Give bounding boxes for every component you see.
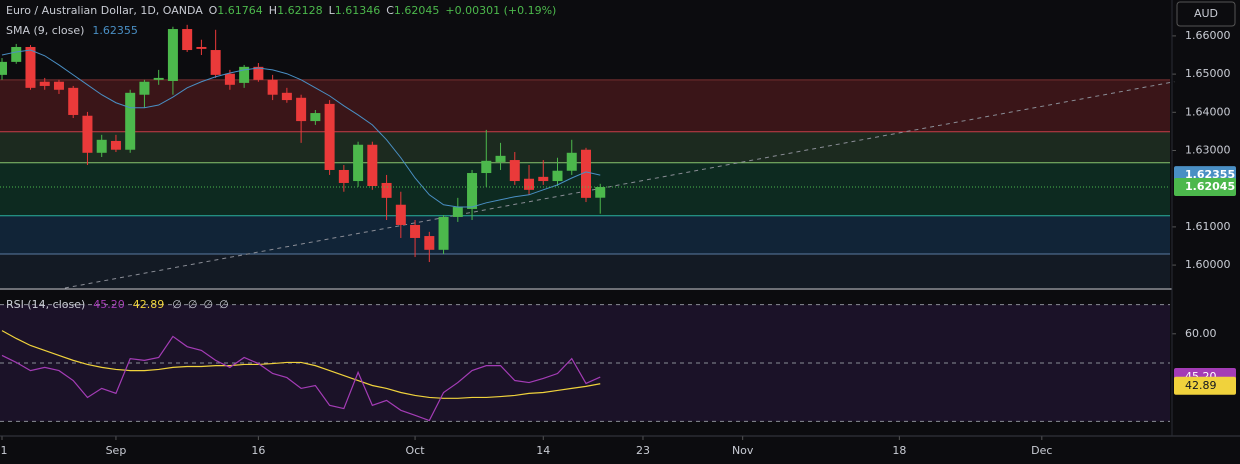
candle-body: [367, 144, 378, 187]
currency: AUD: [1194, 7, 1218, 20]
x-tick-label: 16: [251, 444, 265, 457]
candle-body: [68, 87, 79, 115]
candle-body: [481, 160, 492, 174]
candle-body: [310, 113, 321, 122]
candle-body: [267, 79, 278, 95]
ohlc-key: H: [269, 4, 277, 17]
candle-body: [509, 160, 520, 182]
plot-layer: 1.66000 1.65000 1.64000 1.63000 1.61000 1.600…: [0, 24, 1236, 457]
x-tick-label: Nov: [732, 444, 754, 457]
y-tick-label: 1.66000: [1185, 29, 1231, 42]
candle-body: [82, 115, 93, 153]
level-band: [0, 254, 1170, 288]
na-value: ∅: [203, 298, 213, 311]
x-tick-label: 23: [636, 444, 650, 457]
sma-line: [1, 49, 601, 208]
candle-body: [438, 216, 449, 250]
candle-body: [139, 81, 150, 95]
level-band: [0, 215, 1170, 255]
candle-body: [296, 97, 307, 122]
candle-body: [167, 29, 178, 81]
y-tick-label: 60.00: [1185, 327, 1217, 340]
candle-body: [39, 81, 50, 86]
x-tick-label: 1: [1, 444, 8, 457]
y-tick-label: 1.60000: [1185, 258, 1231, 271]
rsi-line: [1, 335, 601, 422]
candle-body: [253, 66, 264, 80]
candle-body: [595, 186, 606, 198]
x-tick-label: Dec: [1031, 444, 1052, 457]
candle-body: [11, 46, 22, 62]
candle-body: [381, 182, 392, 198]
ohlc-key: O: [209, 4, 218, 17]
x-tick-label: 18: [892, 444, 906, 457]
candle-body: [96, 139, 107, 153]
candle-body: [467, 173, 478, 209]
na-value: ∅: [172, 298, 182, 311]
candle-body: [395, 204, 406, 225]
candle-body: [210, 50, 221, 75]
candle-body: [0, 61, 7, 75]
sma-badge-label: 1.62355: [1185, 168, 1235, 181]
candle-body: [224, 73, 235, 85]
ohlc-value: 1.61764: [217, 4, 263, 17]
sma-value: 1.62355: [92, 24, 138, 37]
rsi-ma-value: 42.89: [133, 298, 165, 311]
ohlc-key: C: [386, 4, 394, 17]
candle-body: [25, 46, 36, 88]
candle-body: [182, 29, 193, 51]
candle-body: [353, 144, 364, 182]
candle-body: [524, 178, 535, 190]
candle-body: [338, 169, 349, 183]
candle-body: [552, 170, 563, 182]
na-value: ∅: [188, 298, 198, 311]
currency-box[interactable]: [1176, 1, 1236, 27]
candle-body: [324, 103, 335, 170]
y-tick-label: 1.61000: [1185, 220, 1231, 233]
rsi-line: [1, 330, 601, 399]
candle-body: [153, 77, 164, 80]
rsi-legend: RSI (14, close) 45.20 42.89 ∅ ∅ ∅ ∅: [6, 298, 229, 311]
x-tick-label: Sep: [106, 444, 127, 457]
ohlc-value: 1.62045: [394, 4, 440, 17]
ohlc-key: L: [329, 4, 336, 17]
na-value: ∅: [219, 298, 229, 311]
candle-body: [125, 92, 136, 150]
sma-legend: SMA (9, close) 1.62355: [6, 24, 138, 37]
y-tick-label: 1.65000: [1185, 67, 1231, 80]
candle-body: [410, 224, 421, 238]
sma-name: SMA (9, close): [6, 24, 84, 37]
symbol-title: Euro / Australian Dollar, 1D, OANDA: [6, 4, 203, 17]
candle-body: [110, 140, 121, 150]
candle-body: [196, 46, 207, 49]
candle-body: [281, 92, 292, 101]
candle-body: [53, 81, 64, 90]
rsi-ma-badge: [1174, 376, 1236, 395]
price-badge: [1174, 177, 1236, 196]
rsi-ma-badge-label: 42.89: [1185, 379, 1217, 392]
candle-body: [495, 155, 506, 162]
candle-body: [424, 236, 435, 250]
header: Euro / Australian Dollar, 1D, OANDA O1.61…: [6, 4, 556, 17]
x-tick-label: Oct: [406, 444, 426, 457]
rsi-title: RSI (14, close): [6, 298, 85, 311]
price-badge-label: 1.62045: [1185, 180, 1235, 193]
y-tick-label: 1.64000: [1185, 105, 1231, 118]
candle-body: [580, 149, 591, 198]
rsi-value: 45.20: [93, 298, 125, 311]
candle-body: [452, 207, 463, 217]
candle-body: [566, 152, 577, 171]
candle-body: [239, 66, 250, 83]
level-band: [0, 79, 1170, 132]
y-tick-label: 1.63000: [1185, 143, 1231, 156]
candle-body: [538, 176, 549, 182]
ohlc-value: 1.62128: [277, 4, 323, 17]
change: +0.00301 (+0.19%): [445, 4, 556, 17]
ohlc-value: 1.61346: [335, 4, 381, 17]
x-tick-label: 14: [536, 444, 550, 457]
